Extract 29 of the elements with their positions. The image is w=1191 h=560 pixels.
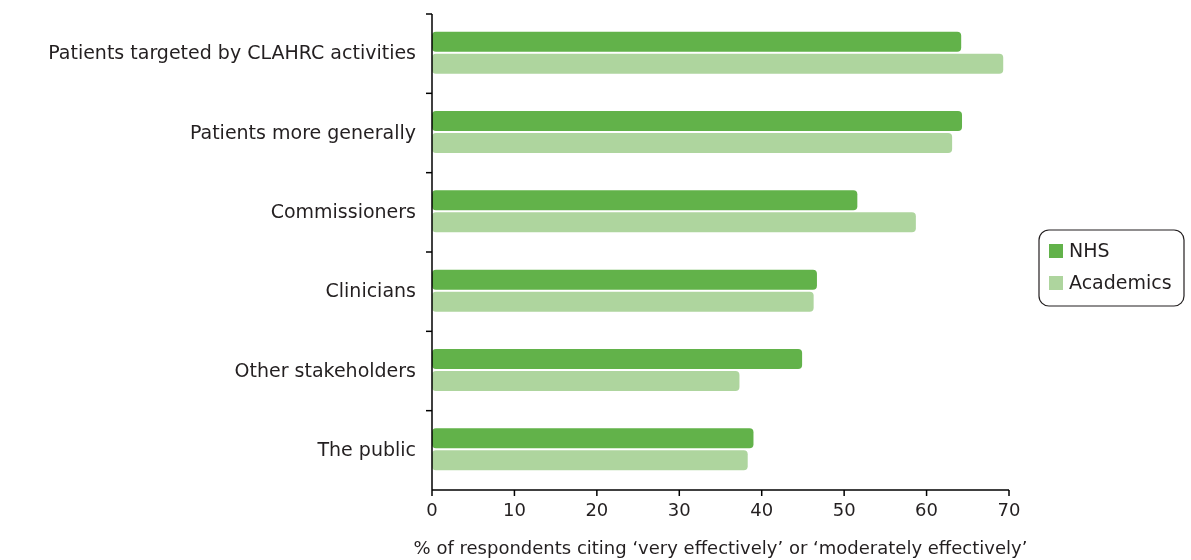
bar xyxy=(432,371,740,391)
bar xyxy=(432,291,814,312)
x-tick-label: 30 xyxy=(667,499,691,520)
bar xyxy=(432,349,803,369)
y-tick-label: The public xyxy=(316,437,416,460)
x-axis-title: % of respondents citing ‘very effectively’ or ‘moderately effectively’ xyxy=(413,537,1028,558)
y-tick-label: Commissioners xyxy=(270,199,416,222)
y-tick-label: Clinicians xyxy=(325,279,416,302)
bar xyxy=(432,428,754,449)
x-tick-label: 60 xyxy=(915,499,939,520)
x-tick-label: 20 xyxy=(585,499,609,520)
bar xyxy=(432,212,916,233)
y-tick-label: Patients more generally xyxy=(189,120,416,143)
x-tick-label: 10 xyxy=(502,499,526,520)
bar xyxy=(432,53,1004,74)
bar xyxy=(432,31,962,52)
x-tick-label: 40 xyxy=(750,499,774,520)
y-tick-label: Other stakeholders xyxy=(234,358,416,381)
legend-label: Academics xyxy=(1069,270,1172,293)
legend-label: NHS xyxy=(1069,238,1110,261)
bar xyxy=(432,111,963,131)
x-tick-label: 50 xyxy=(832,499,856,520)
bar xyxy=(432,450,748,471)
x-tick-label: 70 xyxy=(997,499,1021,520)
bar xyxy=(432,269,817,290)
bar xyxy=(432,133,953,153)
bar xyxy=(432,190,858,211)
y-tick-label: Patients targeted by CLAHRC activities xyxy=(48,41,416,64)
x-tick-label: 0 xyxy=(426,499,438,520)
